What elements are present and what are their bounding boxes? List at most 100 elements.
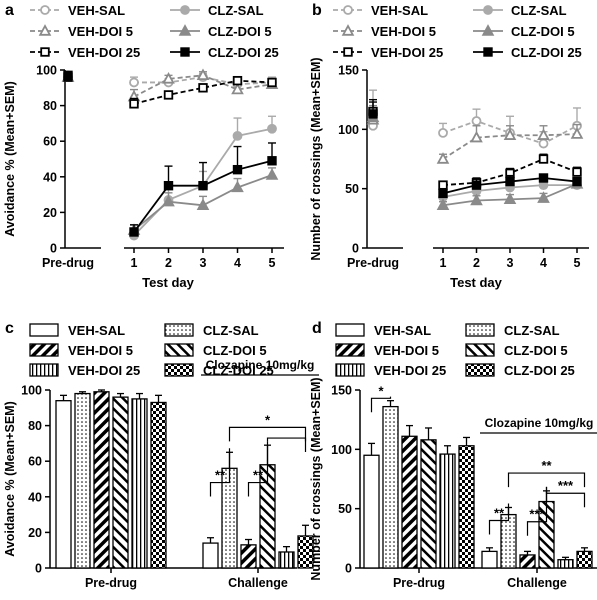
x-tick-label: 2 <box>165 256 172 270</box>
legend-marker-veh-doi25 <box>40 47 50 57</box>
data-point <box>438 180 448 190</box>
significance-bracket <box>228 426 307 442</box>
legend-label: CLZ-DOI 25 <box>504 363 575 378</box>
y-tick-label: 60 <box>28 455 42 469</box>
bar-veh-doi25 <box>131 398 148 569</box>
legend-label: VEH-DOI 5 <box>374 343 439 358</box>
data-point <box>505 176 515 187</box>
data-point <box>163 180 174 191</box>
data-point <box>196 68 210 81</box>
bar-veh-sal <box>202 542 219 569</box>
legend-marker-veh-sal <box>40 5 50 15</box>
y-tick-label: 80 <box>43 99 57 113</box>
bar-clz-doi25 <box>458 445 475 569</box>
data-point <box>63 70 73 81</box>
panel-letter-a: a <box>5 2 14 19</box>
x-tick-label: 5 <box>574 256 581 270</box>
data-point <box>198 83 208 93</box>
data-point <box>162 72 175 84</box>
data-point <box>537 128 550 140</box>
data-point <box>267 123 277 134</box>
legend-swatch-veh-doi5 <box>335 343 365 357</box>
y-tick-label: 80 <box>28 419 42 433</box>
legend-marker-clz-doi25 <box>483 47 493 57</box>
bar-clz-doi5 <box>420 439 437 569</box>
y-tick-label: 100 <box>338 123 359 137</box>
bar-clz-sal <box>221 467 238 569</box>
data-point <box>232 130 243 141</box>
legend-label: CLZ-DOI 5 <box>203 343 267 358</box>
legend-label: VEH-SAL <box>374 323 431 338</box>
data-point <box>368 109 378 119</box>
legend-label: CLZ-DOI 25 <box>208 45 279 60</box>
bar-veh-doi25 <box>557 559 574 569</box>
significance-bracket <box>507 472 586 488</box>
series-veh-doi25 <box>368 98 582 190</box>
significance-marker: * <box>265 412 271 427</box>
legend-label: CLZ-DOI 5 <box>504 343 568 358</box>
y-tick-label: 0 <box>35 562 42 576</box>
data-point <box>572 167 582 177</box>
panel-letter-b: b <box>312 2 322 19</box>
legend-marker-veh-doi5 <box>341 24 355 36</box>
significance-bracket <box>370 396 392 413</box>
y-axis-label: Avoidance % (Mean+SEM) <box>3 81 17 236</box>
legend-swatch-clz-doi5 <box>164 343 194 357</box>
y-tick-label: 150 <box>331 384 352 398</box>
x-tick-label: 3 <box>507 256 514 270</box>
data-point <box>129 77 139 88</box>
chart-panel-d: VEH-SAL CLZ-SAL VEH-DOI 5 CLZ-DOI 5 VEH-DOI … <box>309 323 597 590</box>
legend-label: VEH-SAL <box>371 3 428 18</box>
legend-label: VEH-SAL <box>68 3 125 18</box>
data-point <box>231 82 244 95</box>
y-tick-label: 50 <box>338 502 352 516</box>
y-tick-label: 60 <box>43 135 57 149</box>
data-point <box>570 127 584 139</box>
significance-marker: *** <box>558 478 574 493</box>
x-tick-label: 4 <box>540 256 547 270</box>
data-point <box>267 77 277 88</box>
data-point <box>470 130 483 143</box>
data-point <box>232 164 243 175</box>
chart-panel-c: VEH-SAL CLZ-SAL VEH-DOI 5 CLZ-DOI 5 VEH-DOI … <box>3 323 319 590</box>
legend-marker-clz-sal <box>483 5 493 15</box>
x-tick-label: 3 <box>200 256 207 270</box>
data-point <box>538 154 549 164</box>
bar-clz-doi25 <box>576 550 593 569</box>
x-tick-label: Challenge <box>507 576 567 590</box>
significance-bracket <box>247 441 269 497</box>
significance-bracket <box>488 503 510 535</box>
legend-label: VEH-DOI 25 <box>371 45 443 60</box>
legend-label: CLZ-DOI 25 <box>511 45 582 60</box>
legend-label: VEH-DOI 5 <box>68 24 133 39</box>
bar-veh-sal <box>481 550 498 569</box>
y-tick-label: 0 <box>50 242 57 256</box>
legend-label: CLZ-SAL <box>511 3 567 18</box>
significance-marker: *** <box>529 507 545 522</box>
data-point <box>471 180 482 190</box>
legend-swatch-clz-doi25 <box>164 363 194 377</box>
legend-swatch-clz-doi25 <box>465 363 495 377</box>
x-axis-label: Test day <box>142 275 195 290</box>
y-tick-label: 0 <box>345 562 352 576</box>
legend-swatch-clz-sal <box>164 323 194 337</box>
series-clz-doi25 <box>63 70 277 237</box>
legend-marker-veh-doi5 <box>38 24 52 36</box>
y-tick-label: 20 <box>43 206 57 220</box>
data-point <box>198 180 208 191</box>
data-point <box>436 152 450 164</box>
significance-bracket <box>545 486 586 508</box>
legend-swatch-clz-sal <box>465 323 495 337</box>
legend-marker-clz-doi5 <box>178 24 192 36</box>
x-axis-label: Test day <box>450 275 503 290</box>
data-point <box>572 176 582 187</box>
legend-label: VEH-DOI 25 <box>68 363 140 378</box>
significance-bracket <box>209 448 231 497</box>
significance-marker: * <box>378 383 384 398</box>
annotation-label: Clozapine 10mg/kg <box>485 416 594 430</box>
significance-marker: ** <box>541 458 552 473</box>
panel-letter-c: c <box>5 320 14 337</box>
legend-swatch-clz-doi5 <box>465 343 495 357</box>
bar-clz-sal <box>382 405 399 569</box>
